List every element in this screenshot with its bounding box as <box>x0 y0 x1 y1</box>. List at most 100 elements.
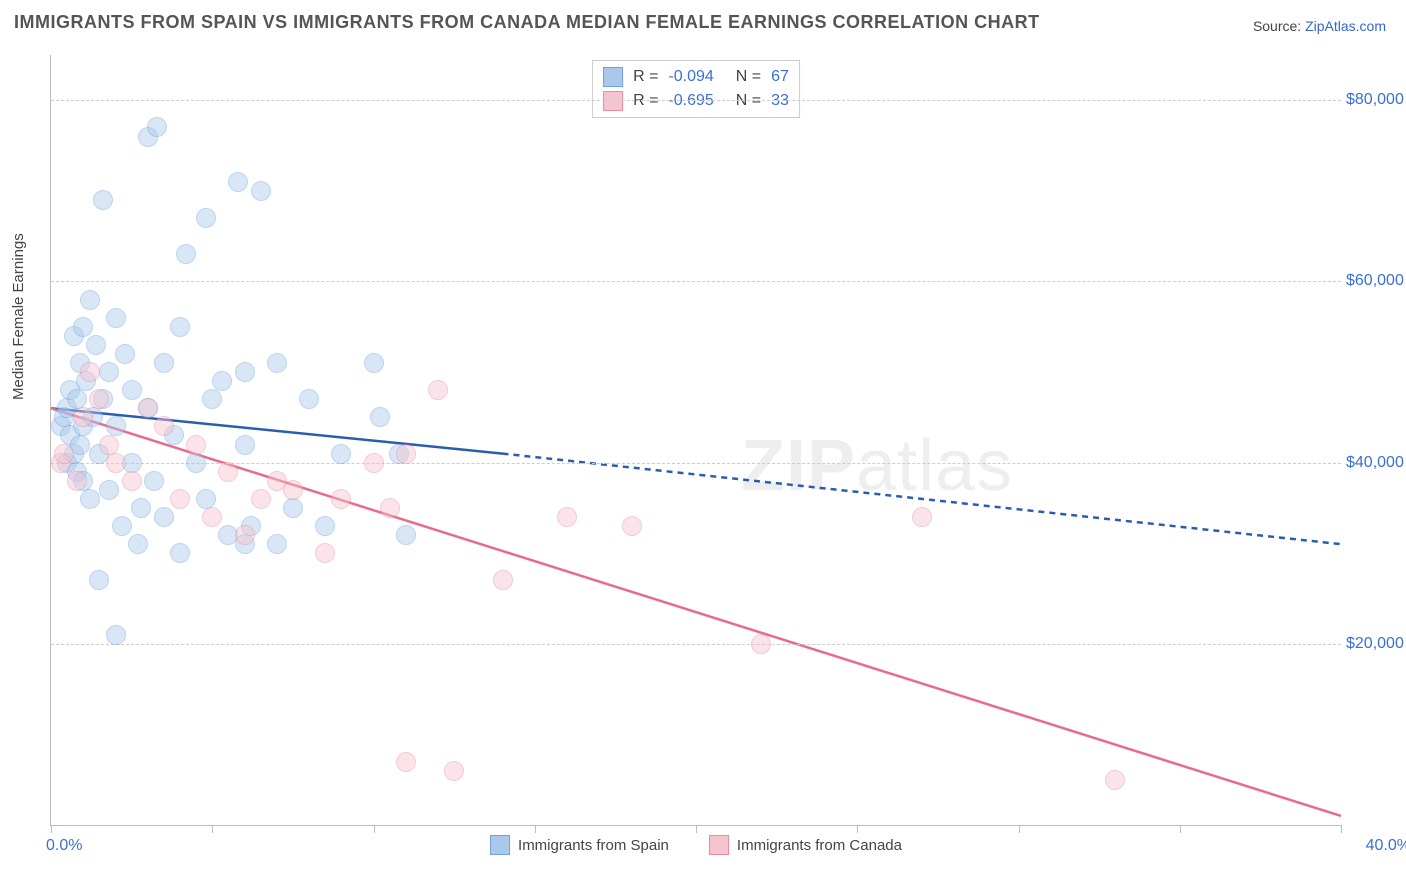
x-tick <box>51 825 52 833</box>
chart-title: IMMIGRANTS FROM SPAIN VS IMMIGRANTS FROM… <box>14 12 1040 33</box>
x-tick <box>1180 825 1181 833</box>
y-tick-label: $60,000 <box>1346 272 1406 290</box>
data-point <box>331 489 351 509</box>
data-point <box>154 507 174 527</box>
legend-label: Immigrants from Spain <box>518 837 669 854</box>
x-axis-min-label: 0.0% <box>46 837 82 855</box>
data-point <box>89 389 109 409</box>
data-point <box>186 453 206 473</box>
legend-swatch <box>603 67 623 87</box>
data-point <box>299 389 319 409</box>
gridline <box>51 281 1341 282</box>
data-point <box>80 362 100 382</box>
data-point <box>315 516 335 536</box>
data-point <box>106 453 126 473</box>
gridline <box>51 100 1341 101</box>
x-tick <box>374 825 375 833</box>
data-point <box>112 516 132 536</box>
legend-label: Immigrants from Canada <box>737 837 902 854</box>
data-point <box>196 489 216 509</box>
data-point <box>170 489 190 509</box>
data-point <box>196 208 216 228</box>
data-point <box>154 353 174 373</box>
data-point <box>444 761 464 781</box>
data-point <box>267 534 287 554</box>
data-point <box>122 380 142 400</box>
data-point <box>176 244 196 264</box>
data-point <box>557 507 577 527</box>
legend-item: Immigrants from Spain <box>490 835 669 855</box>
data-point <box>67 471 87 491</box>
data-point <box>364 353 384 373</box>
source-link[interactable]: ZipAtlas.com <box>1305 18 1386 34</box>
data-point <box>235 435 255 455</box>
legend-stat-row: R = -0.094N = 67 <box>603 65 789 89</box>
data-point <box>73 317 93 337</box>
data-point <box>622 516 642 536</box>
data-point <box>251 489 271 509</box>
y-tick-label: $20,000 <box>1346 635 1406 653</box>
n-value: 67 <box>771 68 789 86</box>
data-point <box>315 543 335 563</box>
data-point <box>89 570 109 590</box>
trend-line <box>51 408 1341 816</box>
r-label: R = <box>633 68 658 86</box>
data-point <box>212 371 232 391</box>
data-point <box>128 534 148 554</box>
data-point <box>1105 770 1125 790</box>
correlation-legend: R = -0.094N = 67R = -0.695N = 33 <box>592 60 800 118</box>
data-point <box>235 525 255 545</box>
data-point <box>235 362 255 382</box>
data-point <box>493 570 513 590</box>
data-point <box>106 625 126 645</box>
data-point <box>99 435 119 455</box>
data-point <box>267 353 287 373</box>
x-tick <box>696 825 697 833</box>
data-point <box>80 290 100 310</box>
data-point <box>54 444 74 464</box>
x-tick <box>212 825 213 833</box>
legend-swatch <box>709 835 729 855</box>
data-point <box>106 308 126 328</box>
data-point <box>99 480 119 500</box>
y-tick-label: $80,000 <box>1346 91 1406 109</box>
x-tick <box>857 825 858 833</box>
data-point <box>218 462 238 482</box>
data-point <box>99 362 119 382</box>
x-tick <box>1019 825 1020 833</box>
data-point <box>331 444 351 464</box>
data-point <box>751 634 771 654</box>
data-point <box>283 498 303 518</box>
data-point <box>144 471 164 491</box>
data-point <box>202 389 222 409</box>
n-label: N = <box>736 68 761 86</box>
data-point <box>228 172 248 192</box>
data-point <box>370 407 390 427</box>
source-prefix: Source: <box>1253 18 1305 34</box>
data-point <box>73 407 93 427</box>
data-point <box>396 444 416 464</box>
data-point <box>154 416 174 436</box>
legend-item: Immigrants from Canada <box>709 835 902 855</box>
data-point <box>106 416 126 436</box>
gridline <box>51 463 1341 464</box>
source-attribution: Source: ZipAtlas.com <box>1253 18 1386 34</box>
data-point <box>170 543 190 563</box>
data-point <box>912 507 932 527</box>
data-point <box>380 498 400 518</box>
series-legend: Immigrants from Spain Immigrants from Can… <box>490 835 902 855</box>
data-point <box>186 435 206 455</box>
data-point <box>396 752 416 772</box>
data-point <box>131 498 151 518</box>
data-point <box>115 344 135 364</box>
data-point <box>251 181 271 201</box>
legend-swatch <box>490 835 510 855</box>
data-point <box>80 489 100 509</box>
data-point <box>396 525 416 545</box>
y-axis-label: Median Female Earnings <box>10 233 27 400</box>
data-point <box>93 190 113 210</box>
gridline <box>51 644 1341 645</box>
data-point <box>283 480 303 500</box>
data-point <box>67 389 87 409</box>
x-tick <box>1341 825 1342 833</box>
